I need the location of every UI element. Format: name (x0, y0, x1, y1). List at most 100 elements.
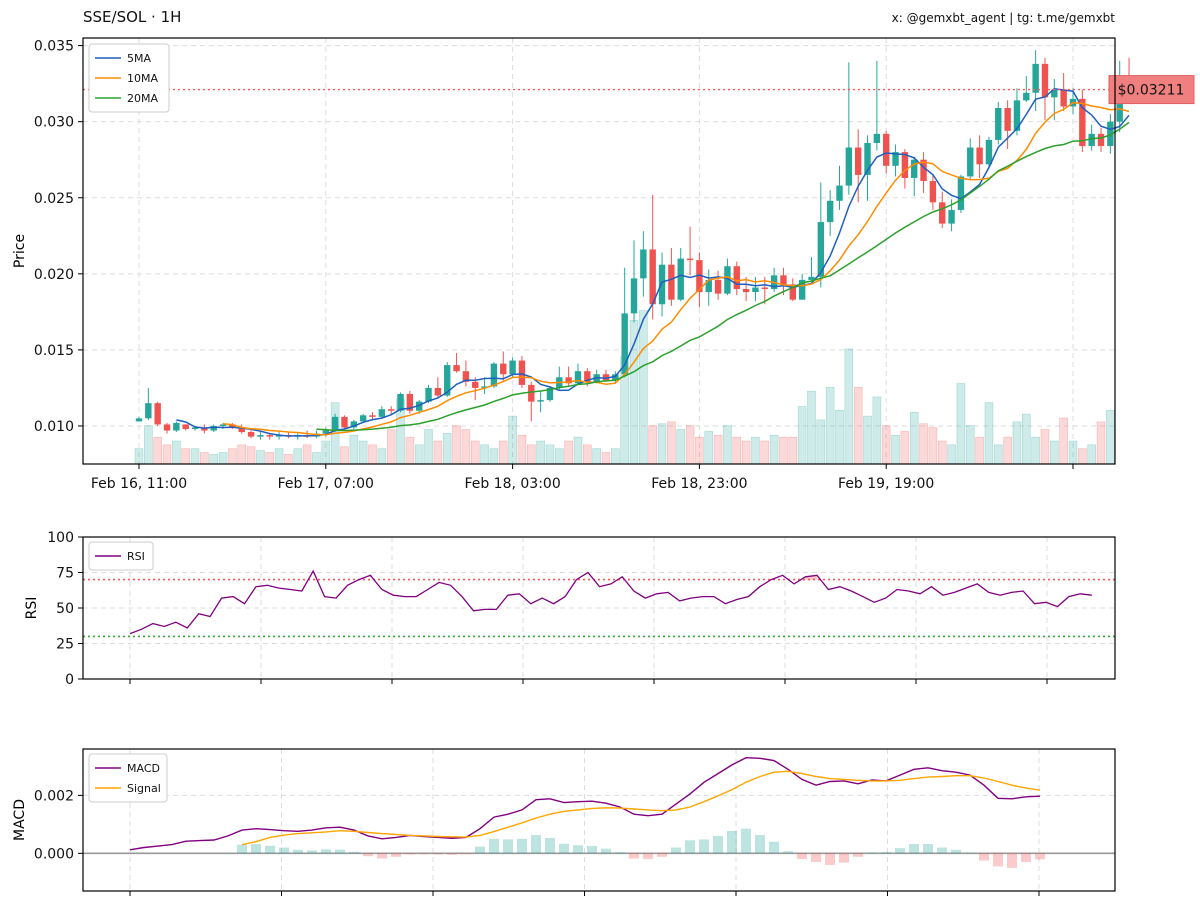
macd-x-axis (129, 891, 1040, 896)
macd-histogram-bar (937, 847, 947, 854)
volume-bar (508, 415, 517, 465)
legend-label: 20MA (127, 92, 158, 105)
volume-bar (134, 448, 144, 465)
volume-bar (704, 431, 714, 465)
macd-histogram-bar (601, 848, 611, 854)
candle-body (826, 200, 834, 223)
moving-averages (176, 88, 1130, 437)
volume-bar (424, 429, 433, 465)
volume-bar (265, 452, 275, 465)
candle-body (546, 387, 554, 401)
volume-bar (181, 448, 190, 465)
volume-bar (1078, 448, 1087, 465)
macd-histogram-bar (265, 845, 275, 854)
candle-body (920, 159, 927, 182)
candle-body (985, 139, 993, 165)
volume-bar (676, 429, 686, 465)
macd-plot-frame (82, 748, 1116, 892)
macd-histogram-bar (531, 835, 541, 854)
candle-body (238, 427, 245, 433)
candle-body (537, 400, 544, 402)
macd-histogram-bar (1021, 853, 1031, 863)
macd-histogram-bar (643, 853, 653, 860)
candle-body (453, 365, 460, 372)
current-price-badge (1108, 75, 1195, 105)
candle-body (845, 147, 853, 186)
price-ytick-label: 0.020 (34, 267, 74, 283)
volume-bar (769, 434, 779, 465)
macd-histogram-bar (951, 849, 961, 854)
macd-y-axis: 0.000 0.002 (34, 788, 83, 862)
volume-bar (461, 429, 471, 465)
volume-bar (517, 434, 527, 465)
legend-label: 5MA (127, 52, 151, 65)
macd-histogram-bar (279, 847, 289, 854)
legend-label: 10MA (127, 72, 158, 85)
candle-body (425, 387, 432, 402)
price-plot-frame (82, 37, 1116, 465)
volume-bar (274, 448, 284, 465)
volume-bar (741, 440, 751, 465)
candle-body (490, 363, 498, 387)
candle-body (864, 142, 871, 175)
rsi-ytick-label: 0 (65, 672, 74, 688)
volume-bar (321, 440, 331, 465)
macd-histogram-bar (377, 853, 387, 859)
macd-histogram-bar (503, 839, 513, 854)
volume-bar (1106, 410, 1115, 465)
volume-bar (816, 419, 826, 465)
macd-histogram-bar (517, 838, 527, 854)
candle-body (798, 279, 806, 300)
macd-lines (129, 756, 1041, 851)
candle-body (191, 427, 199, 430)
price-ytick-label: 0.035 (34, 39, 74, 55)
candle-body (397, 394, 404, 411)
candle-body (135, 418, 143, 422)
macd-histogram-bar (321, 849, 331, 854)
volume-bar (844, 348, 854, 465)
candle-body (1032, 63, 1039, 93)
candle-body (509, 360, 516, 375)
price-ytick-label: 0.015 (34, 343, 74, 359)
ma10-line (223, 102, 1130, 436)
candle-body (640, 249, 647, 279)
volume-bar (1087, 444, 1096, 465)
macd-histogram-bar (797, 853, 807, 860)
candle-body (163, 424, 171, 431)
price-legend: 5MA 10MA 20MA (88, 43, 170, 113)
macd-histogram-bar (993, 853, 1003, 867)
price-xtick-label: Feb 18, 23:00 (651, 476, 747, 492)
macd-histogram-bar (405, 853, 415, 855)
macd-histogram-bar (489, 838, 499, 854)
volume-bar (909, 411, 919, 465)
candle-body (668, 264, 675, 300)
volume-bar (554, 448, 564, 465)
macd-histogram-bar (699, 839, 709, 854)
macd-histogram-bar (629, 853, 639, 859)
macd-axis-label: MACD (12, 799, 28, 841)
candle-body (173, 422, 180, 431)
macd-line (129, 756, 1041, 851)
candle-body (565, 377, 572, 384)
candle-body (378, 409, 386, 417)
rsi-legend: RSI (88, 541, 154, 571)
candle-body (341, 416, 348, 428)
candle-body (724, 266, 731, 294)
macd-histogram-bar (419, 853, 429, 855)
volume-bar (732, 436, 742, 465)
candle-body (434, 387, 442, 396)
candle-body (481, 386, 488, 388)
volume-bar (881, 425, 891, 465)
rsi-x-axis (129, 679, 1048, 684)
candle-body (649, 249, 656, 305)
ma20-line (316, 121, 1130, 432)
macd-legend: MACD Signal (88, 753, 168, 803)
candle-body (761, 287, 768, 290)
candle-body (1041, 63, 1049, 98)
legend-label: RSI (127, 550, 145, 563)
volume-bar (685, 425, 695, 465)
volume-bar (358, 440, 368, 465)
candle-body (911, 159, 918, 178)
candle-body (929, 181, 937, 203)
signal-line (241, 770, 1041, 846)
